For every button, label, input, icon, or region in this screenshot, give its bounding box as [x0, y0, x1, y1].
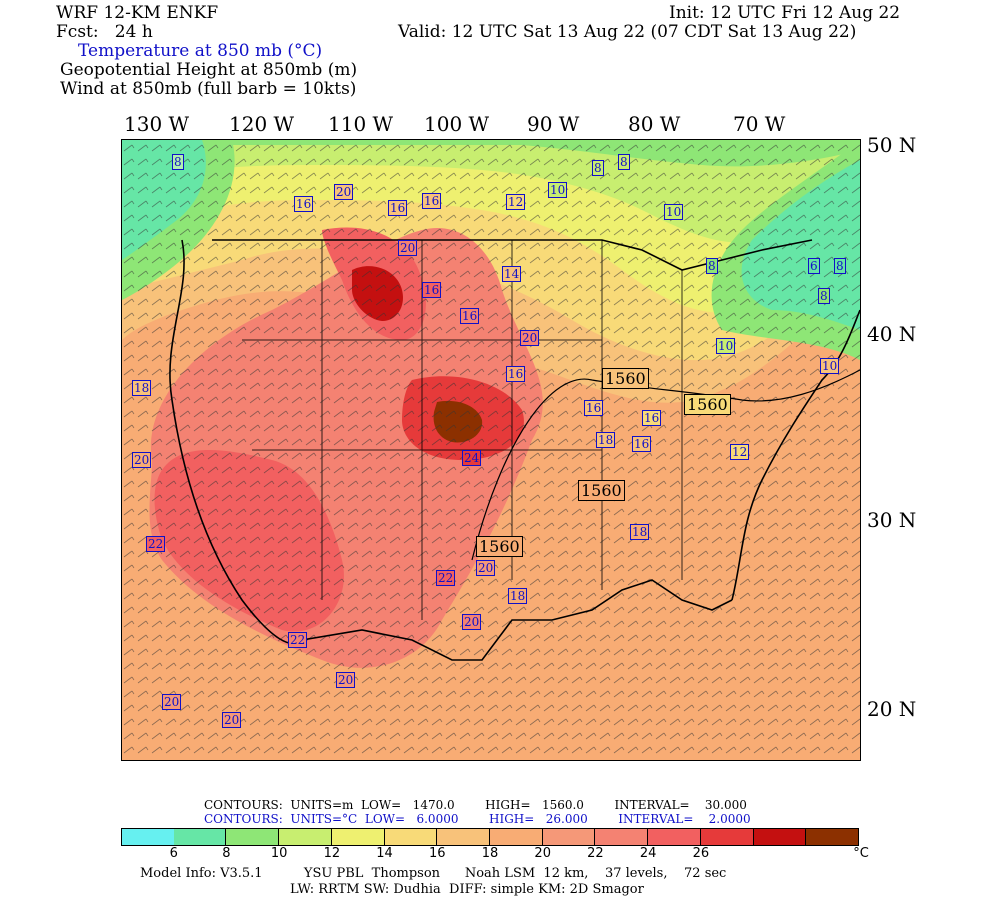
model-info: Model Info: V3.5.1 YSU PBL Thompson Noah… — [140, 866, 727, 881]
colorbar-tick-label: 16 — [429, 846, 446, 861]
colorbar-swatch — [279, 828, 332, 846]
temp-label: 20 — [132, 452, 152, 468]
lon-tick: 130 W — [124, 112, 190, 136]
temp-label: 6 — [808, 258, 820, 274]
colorbar-swatch — [542, 828, 596, 846]
temp-label: 10 — [664, 204, 684, 220]
colorbar-swatch — [595, 828, 649, 846]
colorbar-swatch — [331, 828, 385, 846]
temp-label: 8 — [592, 160, 604, 176]
temp-label: 16 — [294, 196, 314, 212]
temp-label: 24 — [462, 450, 482, 466]
colorbar-swatch — [753, 828, 807, 846]
temp-label: 16 — [422, 282, 442, 298]
temp-label: 16 — [506, 366, 526, 382]
temp-label: 20 — [476, 560, 496, 576]
east-coast — [731, 309, 860, 601]
colorbar-swatch — [806, 828, 859, 846]
temp-label: 16 — [460, 308, 480, 324]
height-label: 1560 — [602, 368, 649, 389]
temp-label: 16 — [388, 200, 408, 216]
colorbar-tick-label: 6 — [169, 846, 178, 861]
colorbar-swatch — [384, 828, 438, 846]
forecast-hour: Fcst: 24 h — [56, 22, 153, 42]
temp-label: 20 — [334, 184, 354, 200]
temp-label: 10 — [548, 182, 568, 198]
temp-label: 8 — [172, 154, 184, 170]
valid-time: Valid: 12 UTC Sat 13 Aug 22 (07 CDT Sat … — [398, 22, 857, 42]
temp-label: 16 — [584, 400, 604, 416]
colorbar-tick-label: 24 — [639, 846, 657, 861]
height-label: 1560 — [578, 480, 625, 501]
colorbar-tick-label: 12 — [323, 846, 341, 861]
temp-label: 20 — [462, 614, 482, 630]
temp-label: 20 — [162, 694, 182, 710]
colorbar-swatch — [437, 828, 490, 846]
temp-label: 18 — [132, 380, 152, 396]
temp-label: 8 — [618, 154, 630, 170]
temp-label: 10 — [820, 358, 840, 374]
temp-label: 12 — [506, 194, 526, 210]
temp-label: 12 — [730, 444, 750, 460]
field-temperature-label: Temperature at 850 mb (°C) — [78, 41, 323, 61]
west-coast — [169, 239, 303, 645]
colorbar-swatch — [700, 828, 754, 846]
lon-tick: 90 W — [527, 112, 580, 136]
lon-tick: 110 W — [328, 112, 394, 136]
colorbar-swatch — [121, 828, 175, 846]
lat-tick: 50 N — [867, 133, 917, 157]
field-wind-label: Wind at 850mb (full barb = 10kts) — [60, 79, 357, 99]
colorbar-swatch — [490, 828, 543, 846]
lat-tick: 20 N — [867, 697, 917, 721]
temp-label: 20 — [336, 672, 356, 688]
temp-label: 22 — [288, 632, 308, 648]
init-time: Init: 12 UTC Fri 12 Aug 22 — [669, 3, 901, 23]
temp-label: 10 — [716, 338, 736, 354]
temp-label: 20 — [398, 240, 418, 256]
weather-map: 8 16 20 20 16 16 12 10 8 8 10 8 18 20 16… — [121, 139, 861, 761]
temp-label: 16 — [642, 410, 662, 426]
colorbar-swatch — [173, 828, 227, 846]
colorbar-tick-label: 18 — [481, 846, 499, 861]
height-label: 1560 — [684, 394, 731, 415]
temp-label: 16 — [422, 193, 442, 209]
colorbar-tick-label: 8 — [222, 846, 231, 861]
model-title: WRF 12-KM ENKF — [56, 3, 219, 23]
lon-tick: 70 W — [733, 112, 786, 136]
temp-label: 18 — [630, 524, 650, 540]
temp-label: 22 — [146, 536, 166, 552]
colorbar-tick-label: 20 — [534, 846, 551, 861]
height-label: 1560 — [476, 536, 523, 557]
colorbar-swatch — [226, 828, 280, 846]
lon-tick: 80 W — [628, 112, 681, 136]
temp-label: 8 — [818, 288, 830, 304]
colorbar-tick-label: 14 — [376, 846, 393, 861]
state-borders — [242, 240, 683, 620]
lon-tick: 100 W — [424, 112, 490, 136]
temp-label: 20 — [222, 712, 242, 728]
temp-contour-stats: CONTOURS: UNITS=°C LOW= 6.0000 HIGH= 26.… — [204, 812, 751, 826]
colorbar-tick-label: 10 — [270, 846, 288, 861]
height-contour-stats: CONTOURS: UNITS=m LOW= 1470.0 HIGH= 1560… — [204, 798, 747, 812]
temp-label: 18 — [596, 432, 616, 448]
field-height-label: Geopotential Height at 850mb (m) — [60, 60, 358, 80]
colorbar-unit: °C — [853, 846, 869, 861]
lat-tick: 40 N — [867, 322, 917, 346]
colorbar-tick-label: 26 — [692, 846, 710, 861]
map-canvas — [122, 140, 860, 760]
temp-label: 22 — [436, 570, 456, 586]
temp-label: 8 — [834, 258, 846, 274]
temp-label: 20 — [520, 330, 540, 346]
lon-tick: 120 W — [229, 112, 295, 136]
colorbar-tick-label: 22 — [587, 846, 604, 861]
physics-info: LW: RRTM SW: Dudhia DIFF: simple KM: 2D … — [290, 882, 644, 897]
temp-label: 14 — [502, 266, 522, 282]
temp-label: 18 — [508, 588, 528, 604]
gulf-coast — [301, 579, 733, 661]
temp-label: 16 — [632, 436, 652, 452]
colorbar-swatch — [648, 828, 701, 846]
lat-tick: 30 N — [867, 508, 917, 532]
temp-label: 8 — [706, 258, 718, 274]
